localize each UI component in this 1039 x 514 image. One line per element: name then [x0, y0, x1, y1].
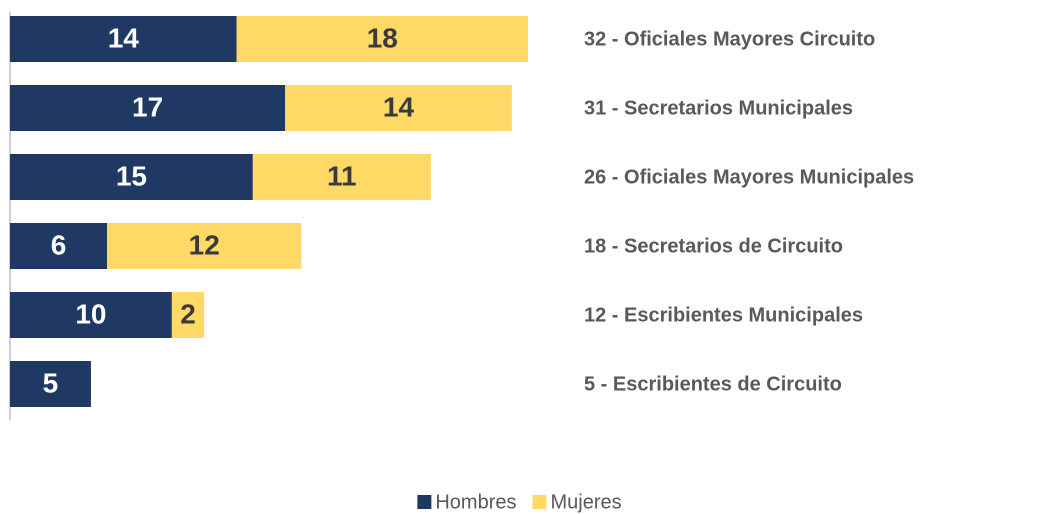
data-label: 18	[367, 22, 398, 53]
bar-segment	[285, 85, 512, 131]
data-label: 6	[51, 229, 67, 260]
bar-segment	[252, 154, 431, 200]
category-label: 12 - Escribientes Municipales	[584, 304, 863, 326]
bar-segment	[107, 223, 302, 269]
bar-segment	[10, 361, 91, 407]
bar-segment	[10, 292, 172, 338]
legend-swatch	[532, 495, 547, 509]
data-label: 2	[180, 298, 196, 329]
category-label: 31 - Secretarios Municipales	[584, 97, 853, 119]
legend-label: Mujeres	[551, 491, 622, 513]
legend-swatch	[417, 495, 432, 509]
data-label: 14	[383, 91, 415, 122]
category-label: 32 - Oficiales Mayores Circuito	[584, 28, 875, 50]
category-label: 18 - Secretarios de Circuito	[584, 235, 843, 257]
bar-segment	[10, 154, 253, 200]
data-label: 14	[108, 22, 140, 53]
data-label: 11	[327, 160, 357, 191]
bar-segment	[10, 223, 108, 269]
data-label: 17	[132, 91, 163, 122]
bar-segment	[171, 292, 205, 338]
data-label: 10	[75, 298, 106, 329]
bar-segment	[10, 85, 286, 131]
data-label: 12	[189, 229, 220, 260]
bar-segment	[236, 16, 528, 62]
bar-segment	[10, 16, 237, 62]
data-label: 5	[43, 367, 59, 398]
legend-label: Hombres	[435, 491, 516, 513]
category-label: 5 - Escribientes de Circuito	[584, 373, 842, 395]
category-label: 26 - Oficiales Mayores Municipales	[584, 166, 914, 188]
data-label: 15	[116, 160, 147, 191]
